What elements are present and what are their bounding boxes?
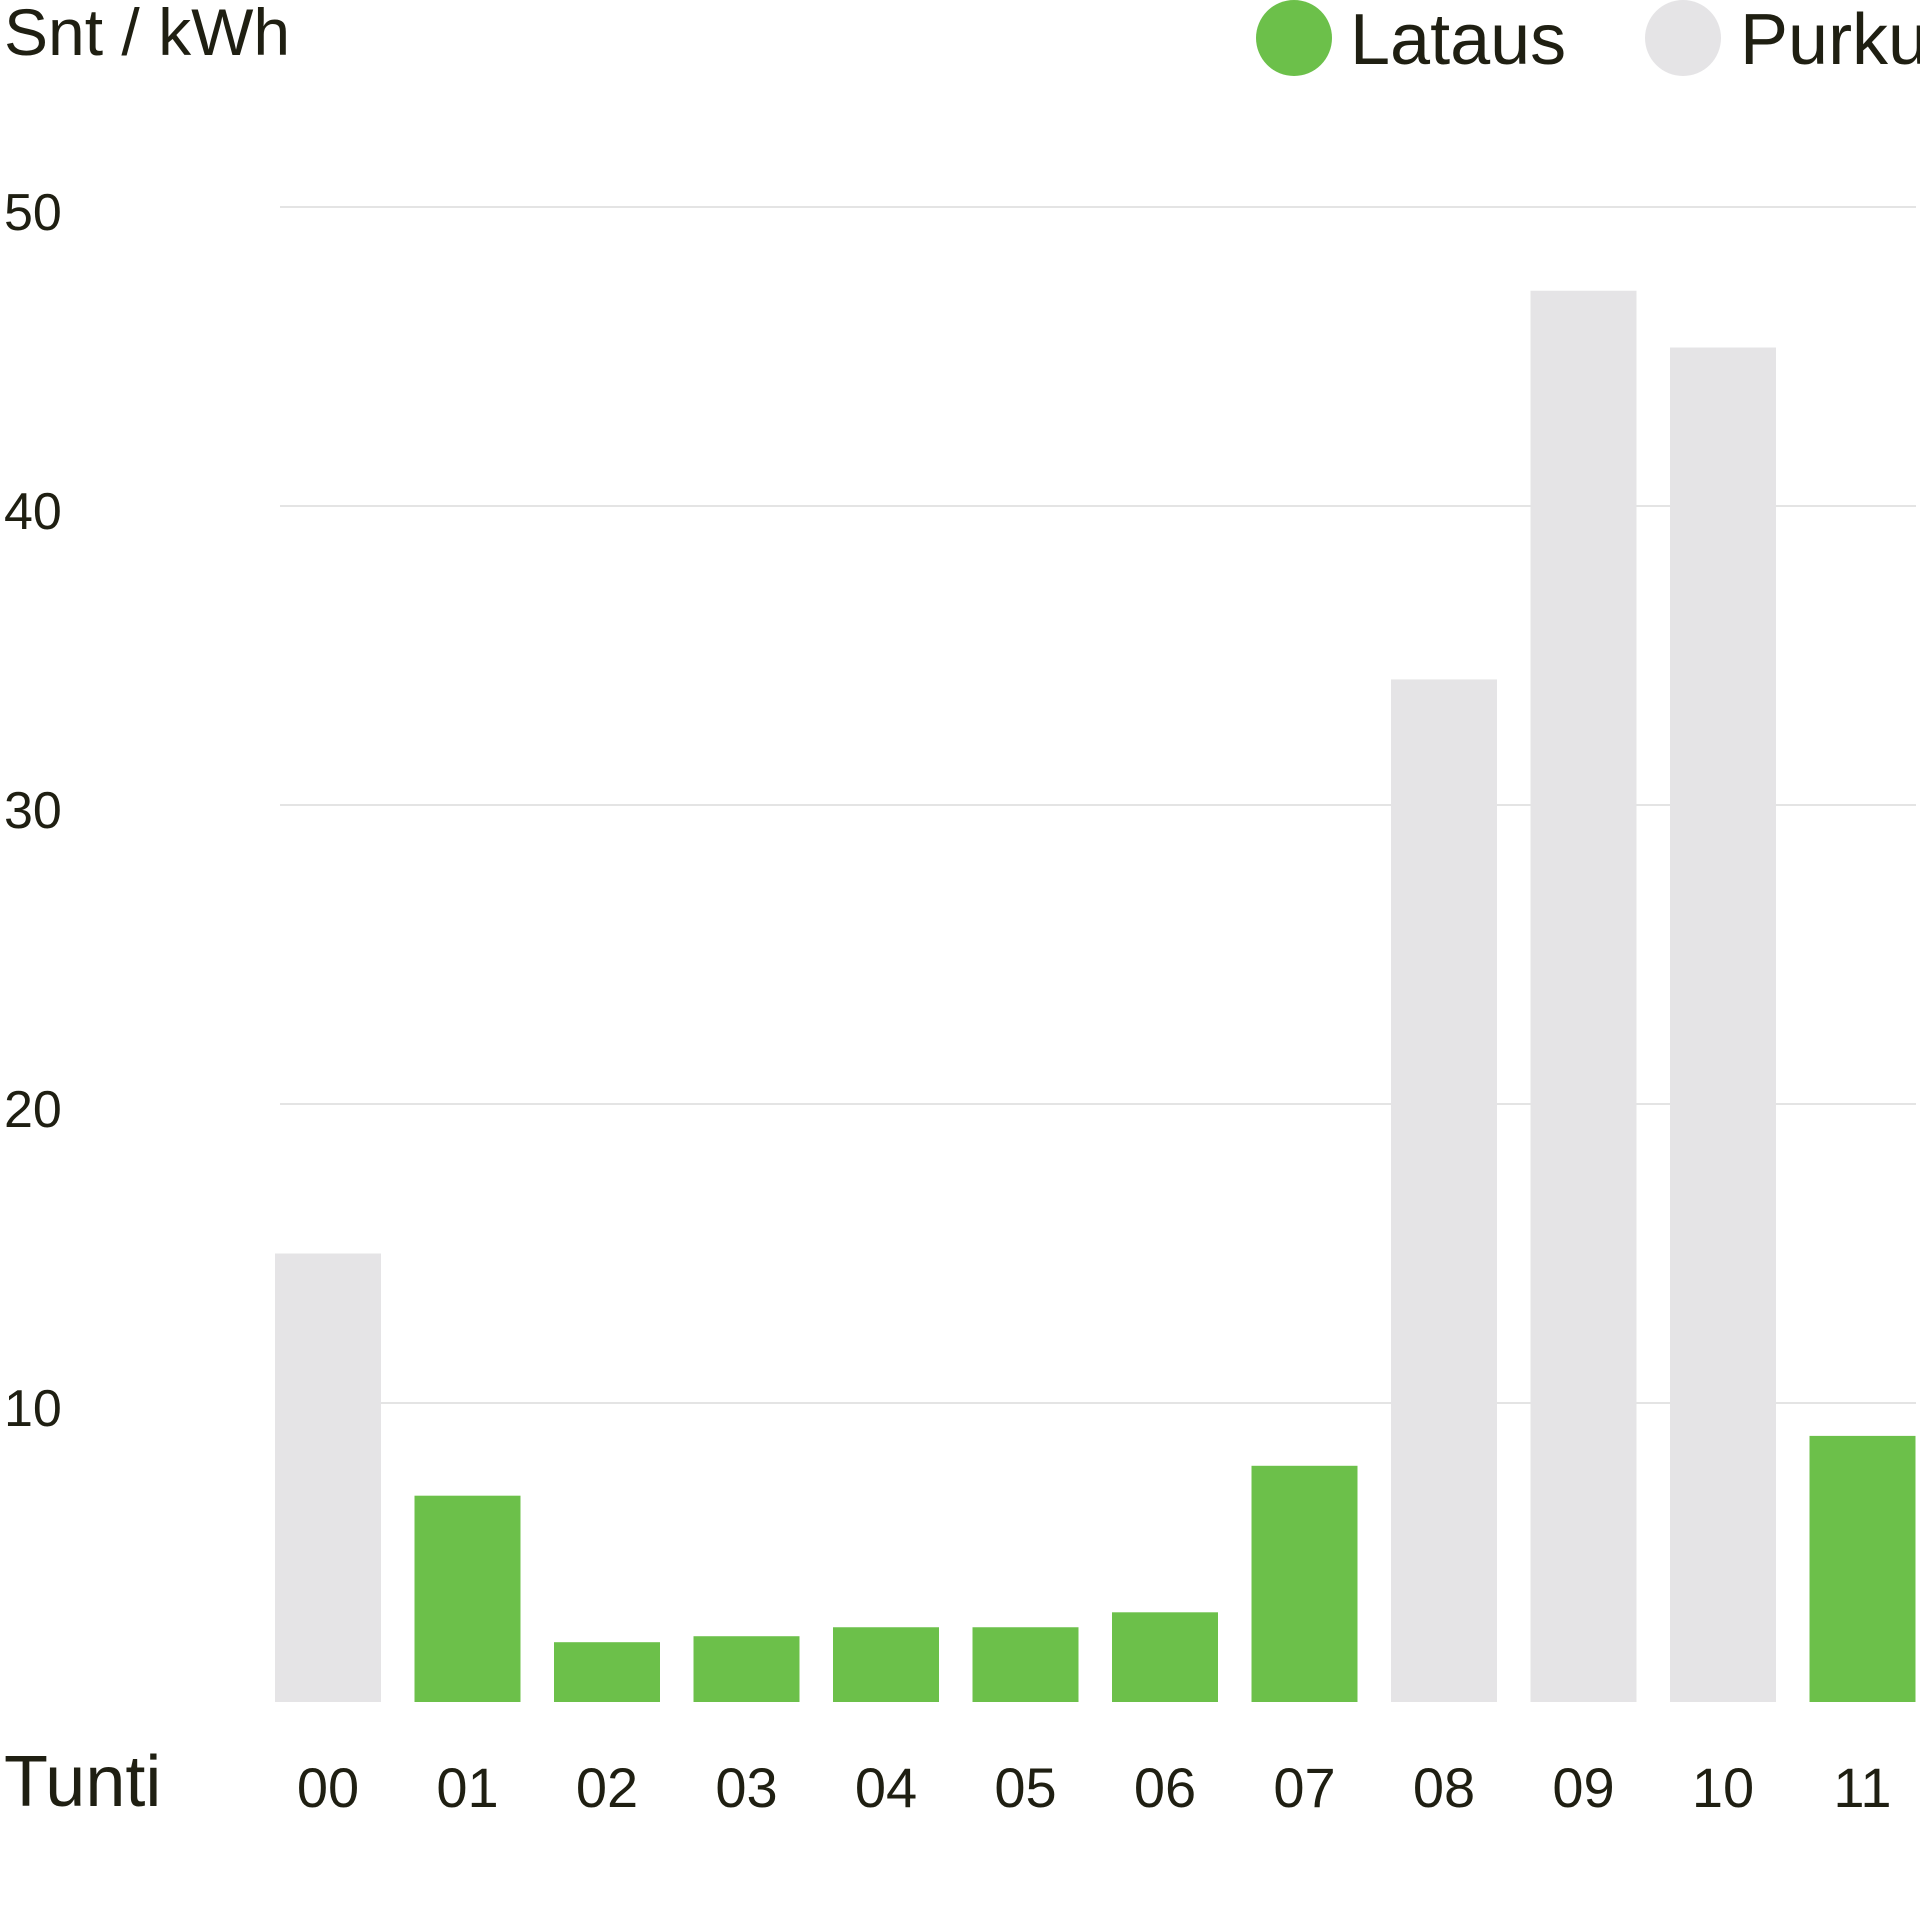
legend-label-purku: Purku [1740, 0, 1920, 80]
x-tick-label-03: 03 [715, 1756, 777, 1819]
x-tick-label-04: 04 [855, 1756, 917, 1819]
legend: Lataus Purku [1256, 0, 1920, 80]
y-tick-label-20: 20 [4, 1081, 62, 1139]
bar-hour-06 [1112, 1612, 1218, 1702]
legend-swatch-lataus [1256, 0, 1332, 76]
bar-hour-07 [1251, 1465, 1358, 1702]
bar-hour-05 [972, 1627, 1079, 1702]
x-tick-label-06: 06 [1134, 1756, 1196, 1819]
x-tick-label-08: 08 [1413, 1756, 1475, 1819]
x-tick-label-05: 05 [994, 1756, 1056, 1819]
bar-hour-09 [1530, 290, 1637, 1703]
x-tick-label-07: 07 [1273, 1756, 1335, 1819]
bar-hour-02 [554, 1642, 660, 1702]
y-unit-label: Snt / kWh [4, 0, 290, 69]
legend-swatch-purku [1645, 0, 1721, 76]
x-tick-label-02: 02 [576, 1756, 638, 1819]
bar-hour-00 [275, 1253, 381, 1702]
bars [275, 290, 1916, 1703]
x-axis-ticks: 00 01 02 03 04 05 06 07 08 09 10 11 [297, 1756, 1892, 1819]
y-axis-ticks: 10 20 30 40 50 [4, 184, 62, 1438]
bar-hour-04 [833, 1627, 939, 1702]
x-axis-label: Tunti [4, 1742, 161, 1822]
bar-hour-03 [693, 1636, 800, 1702]
gridlines [280, 206, 1916, 1404]
x-tick-label-10: 10 [1692, 1756, 1754, 1819]
x-tick-label-01: 01 [436, 1756, 498, 1819]
bar-hour-10 [1670, 347, 1776, 1702]
y-tick-label-30: 30 [4, 782, 62, 840]
y-tick-label-40: 40 [4, 483, 62, 541]
y-tick-label-10: 10 [4, 1380, 62, 1438]
x-tick-label-11: 11 [1833, 1756, 1891, 1819]
x-tick-label-09: 09 [1552, 1756, 1614, 1819]
y-tick-label-50: 50 [4, 184, 62, 242]
bar-hour-01 [414, 1495, 521, 1702]
x-tick-label-00: 00 [297, 1756, 359, 1819]
legend-label-lataus: Lataus [1350, 0, 1566, 80]
bar-hour-08 [1391, 679, 1497, 1702]
bar-hour-11 [1809, 1435, 1916, 1702]
